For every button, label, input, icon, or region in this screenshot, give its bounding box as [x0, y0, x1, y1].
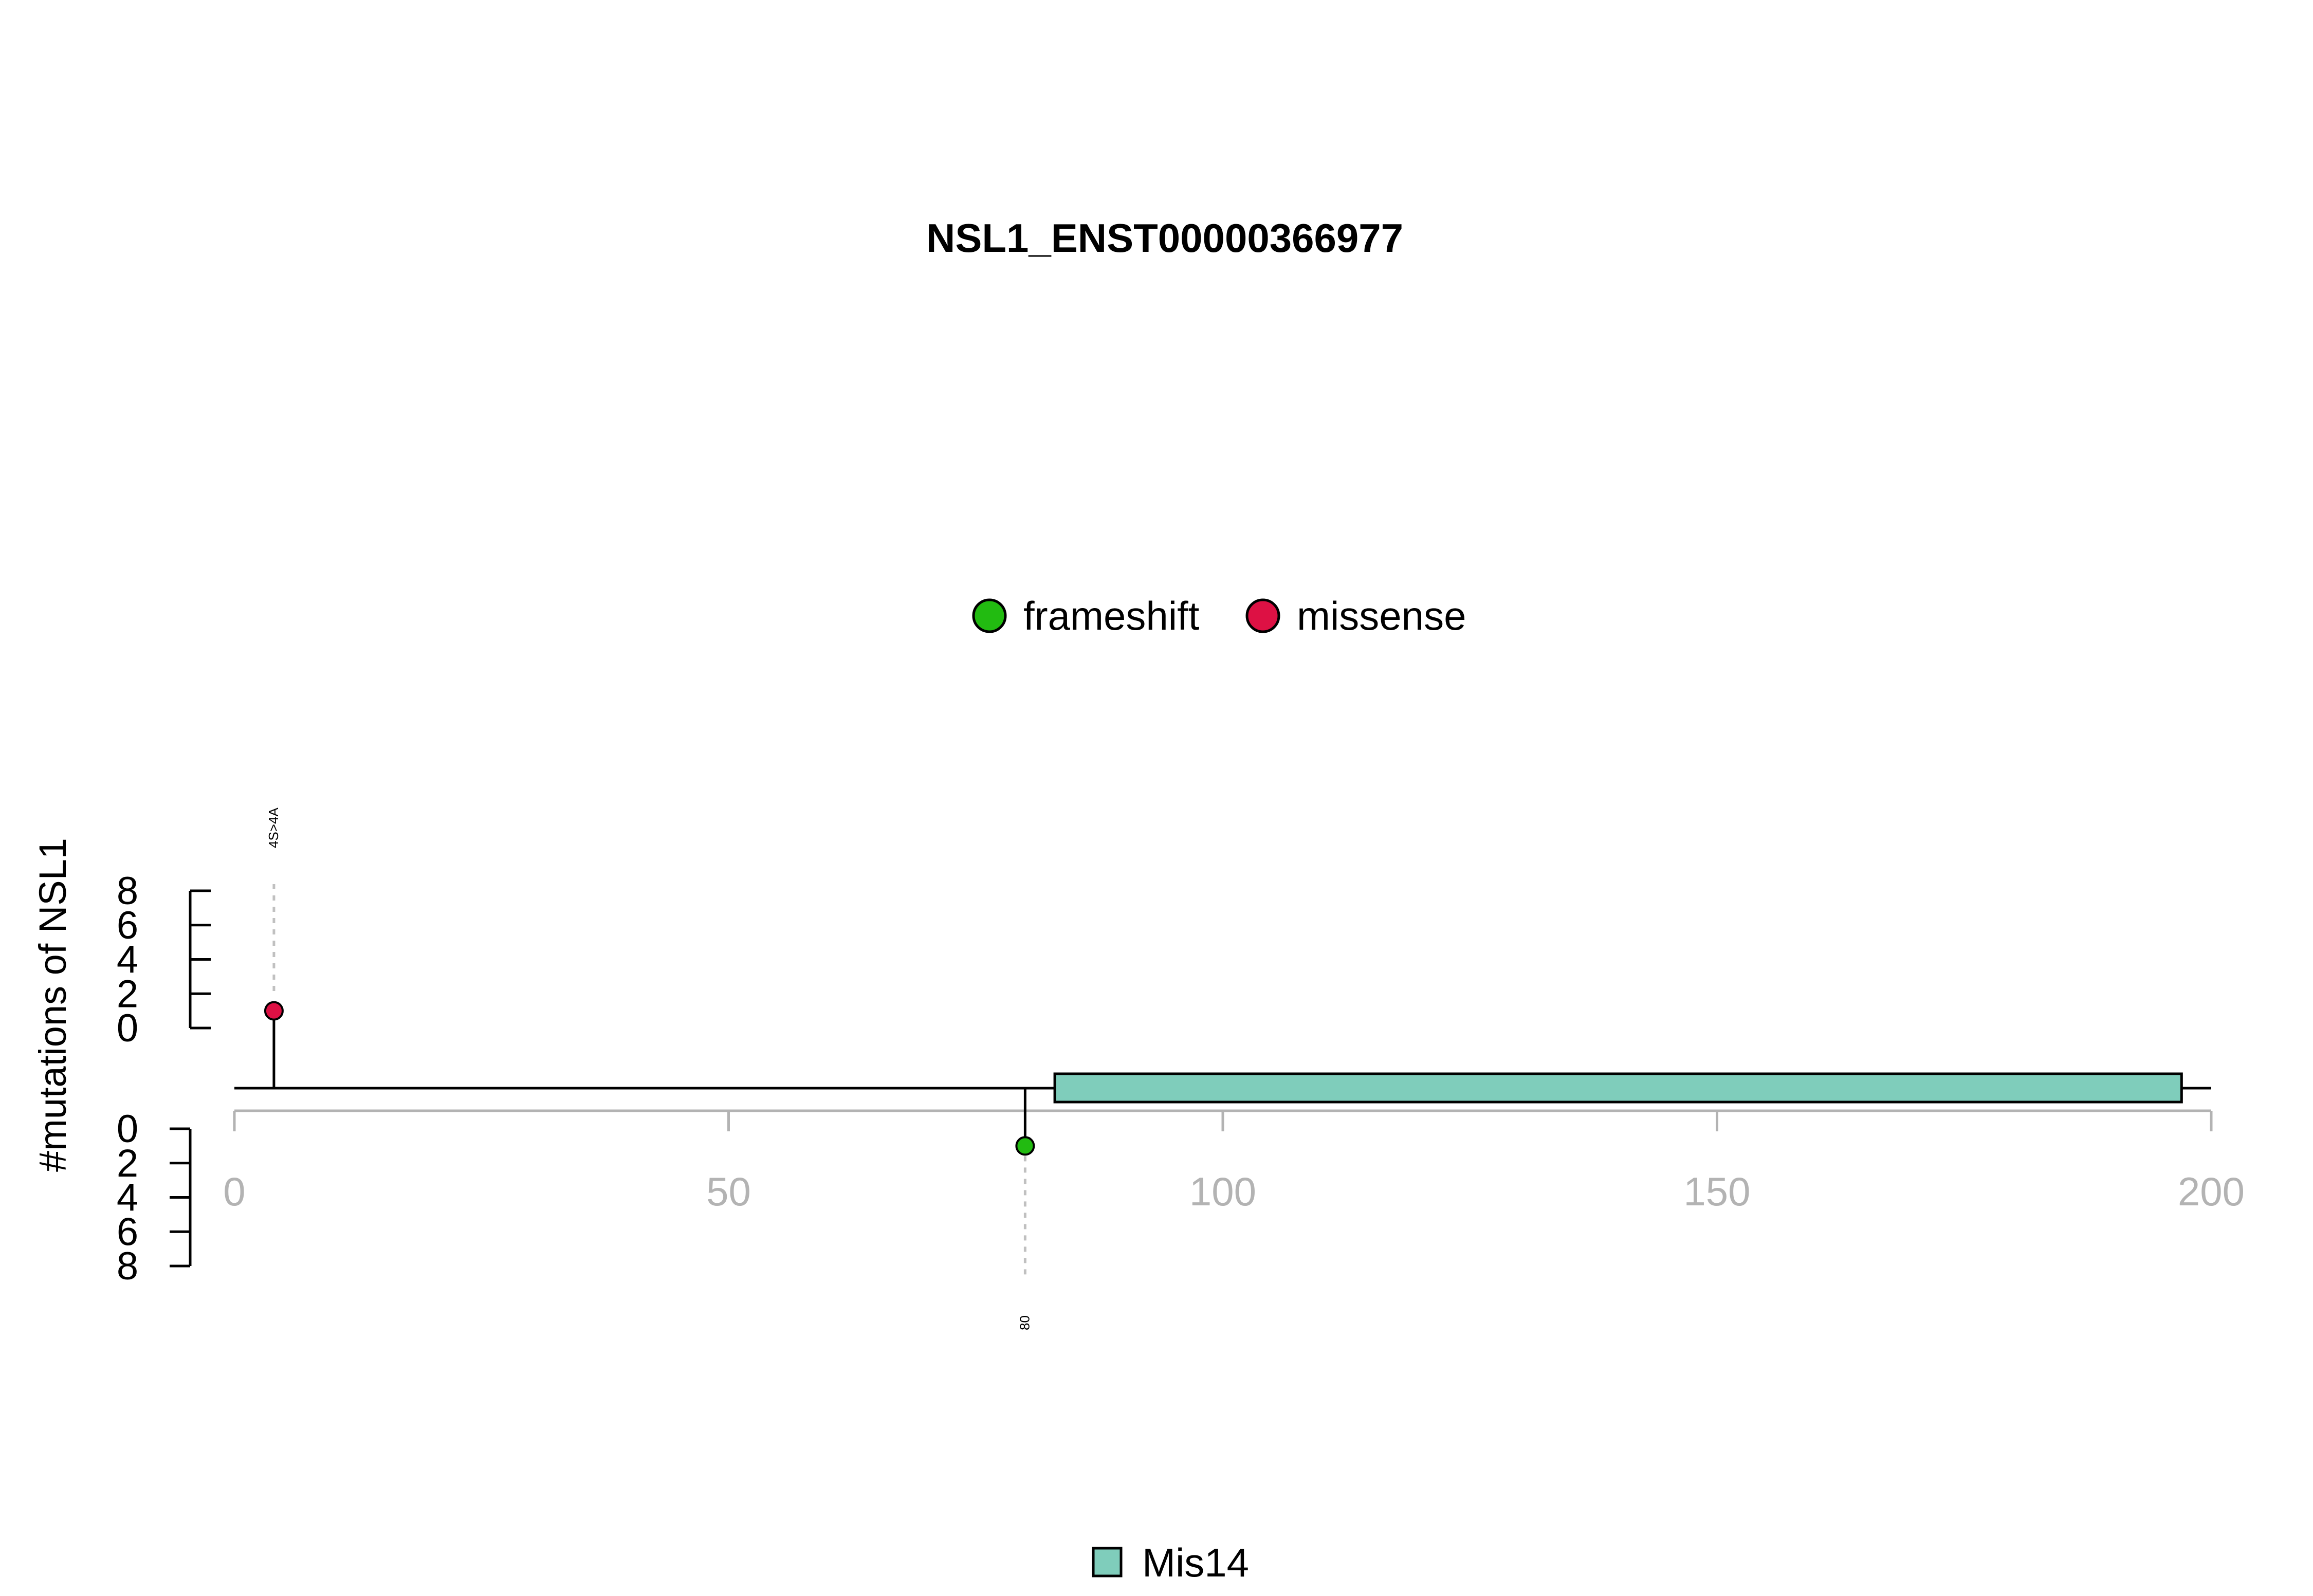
lower-y-tick-label: 4	[117, 1176, 138, 1220]
domain-Mis14	[1053, 1072, 2183, 1104]
upper-y-tick-label: 8	[117, 869, 138, 913]
domain-track	[1053, 1072, 2183, 1104]
legend-frameshift-label: frameshift	[1023, 593, 1200, 638]
mutation-missense-dot	[264, 1001, 284, 1021]
mutation-frameshift-dot	[1015, 1136, 1035, 1156]
x-tick-label: 50	[706, 1169, 751, 1214]
lower-y-tick-label: 6	[117, 1210, 138, 1254]
domain-legend-Mis14-label: Mis14	[1142, 1540, 1249, 1585]
upper-y-tick-label: 2	[117, 972, 138, 1016]
x-tick-label: 100	[1189, 1169, 1256, 1214]
mutation-label: 80	[1017, 1315, 1032, 1330]
upper-y-tick-label: 6	[117, 904, 138, 947]
domain-legend-Mis14-swatch	[1092, 1547, 1123, 1577]
x-tick-label: 150	[1683, 1169, 1750, 1214]
legend-missense-label: missense	[1297, 593, 1466, 638]
y-axis-label: #mutations of NSL1	[31, 838, 74, 1172]
mutation-label: 4S>4A	[266, 808, 281, 848]
label-guides	[272, 884, 1026, 1275]
x-tick-label: 200	[2178, 1169, 2245, 1214]
x-axis: 0 50 100 150 200	[223, 1109, 2245, 1214]
lower-y-tick-label: 2	[117, 1142, 138, 1185]
mutation-lollipops: 4S>4A 80	[264, 808, 1035, 1330]
legend-frameshift-dot	[972, 598, 1007, 633]
x-tick-label: 0	[223, 1169, 245, 1214]
lower-y-tick-label: 0	[117, 1107, 138, 1151]
upper-y-tick-label: 0	[117, 1006, 138, 1050]
lower-y-tick-label: 8	[117, 1244, 138, 1288]
legend-missense-dot	[1245, 598, 1280, 633]
domain-legend: Mis14	[1092, 1540, 1249, 1585]
mutation-legend: frameshift missense	[972, 593, 1466, 638]
upper-y-tick-label: 4	[117, 938, 138, 982]
chart-title: NSL1_ENST00000366977	[926, 215, 1403, 261]
